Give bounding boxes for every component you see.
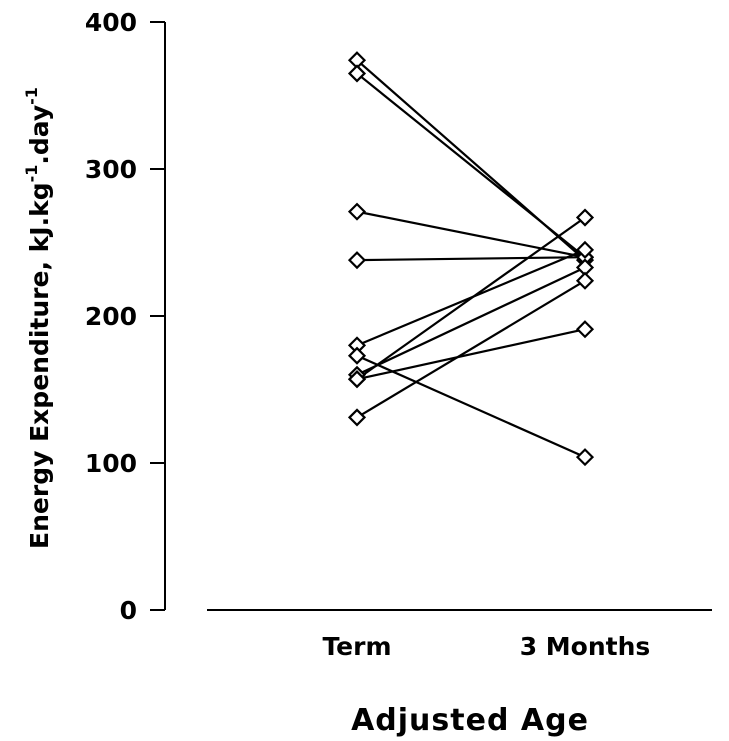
data-point-marker bbox=[347, 202, 367, 221]
y-tick-label: 100 bbox=[85, 449, 137, 478]
data-point-marker bbox=[575, 240, 595, 259]
y-tick-label: 200 bbox=[85, 302, 137, 331]
series-line bbox=[356, 328, 586, 381]
y-axis: 0 100 200 300 400 bbox=[85, 8, 166, 625]
data-point-marker bbox=[347, 408, 367, 427]
y-tick-label: 0 bbox=[120, 596, 137, 625]
series-line bbox=[356, 256, 586, 262]
series-line bbox=[356, 210, 586, 259]
data-point-marker bbox=[347, 64, 367, 83]
data-point-marker bbox=[347, 251, 367, 270]
y-axis-title-main: Energy Expenditure, kJ.kg bbox=[25, 182, 54, 549]
y-tick-label: 400 bbox=[85, 8, 137, 37]
data-point-marker bbox=[347, 346, 367, 365]
x-ticks: Term 3 Months bbox=[322, 632, 650, 661]
y-ticks: 0 100 200 300 400 bbox=[85, 8, 165, 625]
series-line bbox=[356, 266, 586, 376]
y-axis-title: Energy Expenditure, kJ.kg-1.day-1 bbox=[22, 87, 54, 549]
y-tick-label: 300 bbox=[85, 155, 137, 184]
x-axis-title: Adjusted Age bbox=[351, 703, 589, 738]
data-point-marker bbox=[347, 370, 367, 389]
data-markers bbox=[347, 51, 595, 467]
y-axis-title-sup1: -1 bbox=[22, 165, 41, 183]
series-line bbox=[356, 354, 586, 459]
y-axis-title-sup2: -1 bbox=[22, 87, 41, 105]
y-axis-title-mid: .day bbox=[25, 105, 54, 165]
x-tick-label: 3 Months bbox=[520, 632, 651, 661]
series-line bbox=[356, 279, 586, 419]
data-point-marker bbox=[575, 320, 595, 339]
data-point-marker bbox=[575, 208, 595, 227]
series-line bbox=[356, 72, 586, 259]
series-line bbox=[356, 216, 586, 381]
x-tick-label: Term bbox=[322, 632, 391, 661]
series-lines bbox=[356, 59, 586, 459]
data-point-marker bbox=[575, 271, 595, 290]
data-point-marker bbox=[575, 448, 595, 467]
